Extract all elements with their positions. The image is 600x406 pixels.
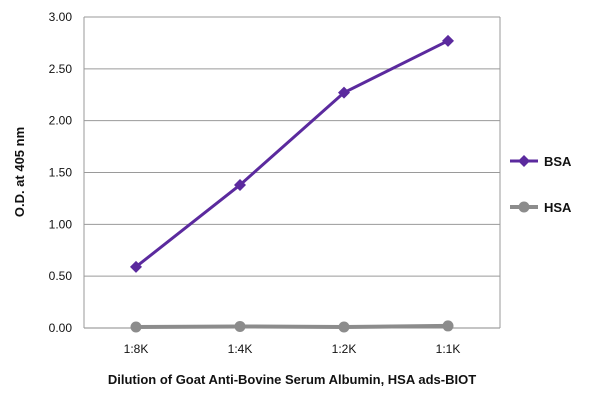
x-tick-label: 1:8K bbox=[124, 342, 149, 356]
series-line-bsa bbox=[135, 39, 449, 269]
y-axis-title: O.D. at 405 nm bbox=[12, 127, 27, 217]
legend: BSA HSA bbox=[510, 154, 572, 215]
y-tick-label: 2.00 bbox=[49, 114, 73, 128]
x-axis-title: Dilution of Goat Anti-Bovine Serum Album… bbox=[108, 372, 476, 387]
y-tick-label: 1.00 bbox=[49, 217, 73, 231]
y-axis-tick-labels: 0.00 0.50 1.00 1.50 2.00 2.50 3.00 bbox=[49, 10, 73, 335]
data-point-bsa bbox=[234, 178, 246, 191]
x-tick-label: 1:1K bbox=[436, 342, 461, 356]
legend-marker-bsa bbox=[518, 155, 530, 167]
series-group bbox=[130, 34, 454, 333]
x-tick-label: 1:2K bbox=[332, 342, 357, 356]
legend-marker-hsa bbox=[518, 201, 530, 213]
data-point-hsa bbox=[130, 321, 142, 333]
y-tick-label: 1.50 bbox=[49, 166, 73, 180]
x-tick-label: 1:4K bbox=[228, 342, 253, 356]
y-tick-label: 0.50 bbox=[49, 269, 73, 283]
grid-lines bbox=[83, 16, 501, 329]
x-axis-tick-labels: 1:8K 1:4K 1:2K 1:1K bbox=[124, 342, 461, 356]
data-point-bsa bbox=[130, 260, 142, 273]
data-point-hsa bbox=[234, 320, 246, 332]
legend-label-bsa: BSA bbox=[544, 154, 572, 169]
y-tick-label: 0.00 bbox=[49, 321, 73, 335]
data-point-hsa bbox=[442, 320, 454, 332]
data-point-bsa bbox=[338, 86, 350, 99]
legend-label-hsa: HSA bbox=[544, 200, 572, 215]
data-point-hsa bbox=[338, 321, 350, 333]
y-tick-label: 2.50 bbox=[49, 62, 73, 76]
y-tick-label: 3.00 bbox=[49, 10, 73, 24]
data-point-bsa bbox=[442, 34, 454, 47]
series-line-hsa bbox=[135, 323, 449, 329]
